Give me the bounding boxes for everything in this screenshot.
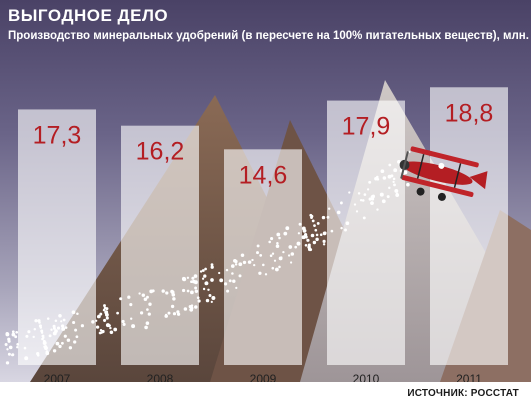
value-label-2009: 14,6	[239, 161, 288, 189]
granule-dot	[210, 263, 214, 267]
granule-dot	[101, 329, 105, 334]
granule-dot	[201, 269, 205, 272]
granule-dot	[116, 311, 119, 315]
value-label-2011: 18,8	[445, 99, 494, 127]
granule-dot	[314, 228, 318, 232]
granule-dot	[408, 150, 411, 154]
bar-2007	[18, 109, 96, 365]
granule-dot	[322, 239, 326, 243]
granule-dot	[207, 288, 210, 292]
granule-dot	[103, 318, 107, 322]
granule-dot	[310, 233, 315, 238]
chart-subtitle: Производство минеральных удобрений (в пе…	[8, 30, 531, 42]
granule-dot	[103, 304, 106, 308]
granule-dot	[211, 296, 216, 300]
granule-dot	[219, 278, 224, 283]
bars	[18, 87, 508, 366]
source-note: ИСТОЧНИК: РОССТАТ	[407, 388, 519, 399]
granule-dot	[11, 330, 15, 334]
granule-dot	[202, 287, 206, 291]
granule-dot	[302, 228, 307, 233]
granule-dot	[105, 323, 110, 328]
granule-dot	[301, 235, 306, 240]
granule-dot	[6, 348, 9, 351]
granule-dot	[304, 244, 308, 247]
value-label-2007: 17,3	[33, 121, 82, 149]
granule-dot	[315, 237, 319, 242]
granule-dot	[7, 339, 11, 343]
bar-2010	[327, 100, 405, 366]
granule-dot	[7, 352, 11, 356]
granule-dot	[109, 330, 114, 335]
granule-dot	[201, 277, 205, 280]
granule-dot	[312, 240, 317, 245]
granule-dot	[199, 270, 203, 273]
granule-dot	[210, 278, 214, 282]
granule-dot	[322, 243, 326, 246]
granule-dot	[113, 327, 118, 332]
value-label-2008: 16,2	[136, 138, 185, 166]
granule-dot	[315, 233, 319, 237]
granule-dot	[5, 361, 10, 365]
granule-dot	[406, 182, 410, 187]
granule-dot	[310, 216, 313, 219]
chart-title: ВЫГОДНОЕ ДЕЛО	[8, 6, 169, 25]
granule-dot	[8, 345, 13, 350]
granule-dot	[316, 221, 320, 225]
granule-dot	[304, 233, 308, 237]
granule-dot	[205, 298, 210, 303]
bar-2008	[121, 125, 199, 365]
granule-dot	[208, 294, 212, 297]
granule-dot	[14, 335, 18, 339]
granule-dot	[203, 274, 207, 278]
granule-dot	[321, 215, 326, 220]
granule-dot	[99, 312, 103, 316]
granule-dot	[10, 353, 14, 357]
granule-dot	[11, 332, 16, 337]
granule-dot	[313, 224, 316, 227]
granule-dot	[4, 342, 8, 347]
granule-dot	[96, 315, 100, 319]
granule-dot	[104, 312, 109, 317]
granule-dot	[309, 213, 313, 217]
granule-dot	[218, 271, 221, 275]
granule-dot	[306, 238, 310, 242]
granule-dot	[307, 247, 312, 252]
granule-dot	[105, 316, 109, 320]
granule-dot	[322, 231, 327, 236]
granule-dot	[16, 345, 19, 349]
granule-dot	[5, 332, 10, 337]
bar-2009	[224, 149, 302, 365]
granule-dot	[319, 233, 323, 236]
bar-2011	[430, 87, 508, 365]
granule-dot	[15, 330, 19, 334]
value-labels: 17,3 16,2 14,6 17,9 18,8	[33, 99, 494, 189]
granule-dot	[304, 235, 308, 239]
granule-dot	[95, 325, 100, 329]
granule-dot	[311, 219, 315, 223]
granule-dot	[210, 300, 213, 304]
granule-dot	[205, 281, 209, 285]
footer-strip	[0, 382, 531, 410]
granule-dot	[109, 326, 112, 330]
granule-dot	[98, 331, 102, 335]
biplane-icon	[399, 146, 488, 201]
granule-dot	[102, 308, 106, 312]
granule-dot	[210, 265, 214, 269]
granule-dot	[105, 307, 109, 311]
value-label-2010: 17,9	[342, 113, 391, 141]
granule-dot	[204, 267, 207, 271]
